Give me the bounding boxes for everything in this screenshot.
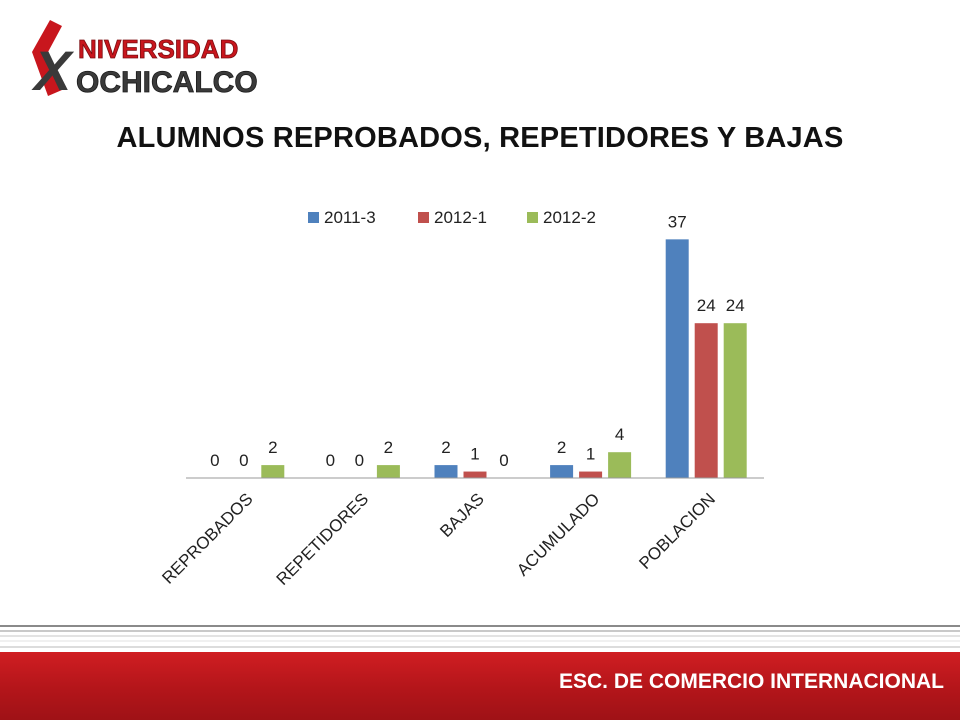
bar-chart: 2011-3 2012-1 2012-2 0 0 2 0 0 2 2 1 0 2 1 4 37 24 24 REPR…	[158, 208, 764, 589]
data-label: 1	[470, 445, 479, 464]
logo-letter-x: X	[31, 39, 75, 102]
data-label: 4	[615, 425, 624, 444]
data-label: 1	[586, 445, 595, 464]
footer-text: ESC. DE COMERCIO INTERNACIONAL	[558, 670, 944, 693]
category-label: POBLACION	[635, 489, 719, 573]
category-label: BAJAS	[436, 489, 488, 541]
data-label: 24	[726, 296, 745, 315]
logo-line2: OCHICALCO	[76, 66, 258, 99]
bar	[261, 465, 285, 478]
data-label: 24	[697, 296, 716, 315]
footer-divider	[0, 625, 960, 648]
bar	[579, 471, 603, 478]
category-label: REPROBADOS	[158, 489, 256, 587]
university-logo: X NIVERSIDAD OCHICALCO	[31, 20, 258, 102]
bar	[723, 323, 747, 478]
bar	[550, 465, 574, 478]
data-label: 0	[210, 451, 219, 470]
bar	[434, 465, 458, 478]
legend-swatch	[308, 212, 319, 223]
legend-label: 2012-2	[543, 208, 596, 227]
page-title: ALUMNOS REPROBADOS, REPETIDORES Y BAJAS	[116, 122, 844, 154]
legend-label: 2012-1	[434, 208, 487, 227]
bar	[694, 323, 718, 478]
data-label: 2	[384, 438, 393, 457]
data-label: 0	[355, 451, 364, 470]
legend-swatch	[418, 212, 429, 223]
category-label: ACUMULADO	[513, 489, 603, 579]
logo-swoosh-icon	[32, 20, 62, 96]
data-label: 0	[239, 451, 248, 470]
bar	[608, 452, 632, 478]
bar	[463, 471, 487, 478]
data-label: 0	[326, 451, 335, 470]
logo-line1: NIVERSIDAD	[78, 34, 238, 64]
data-label: 2	[268, 438, 277, 457]
data-label: 2	[441, 438, 450, 457]
bar	[376, 465, 400, 478]
category-label: REPETIDORES	[273, 489, 373, 589]
legend-swatch	[527, 212, 538, 223]
data-label: 0	[499, 451, 508, 470]
footer-bar: ESC. DE COMERCIO INTERNACIONAL	[0, 652, 960, 720]
data-label: 37	[668, 212, 687, 231]
legend-label: 2011-3	[324, 208, 376, 227]
bar	[665, 239, 689, 478]
data-label: 2	[557, 438, 566, 457]
